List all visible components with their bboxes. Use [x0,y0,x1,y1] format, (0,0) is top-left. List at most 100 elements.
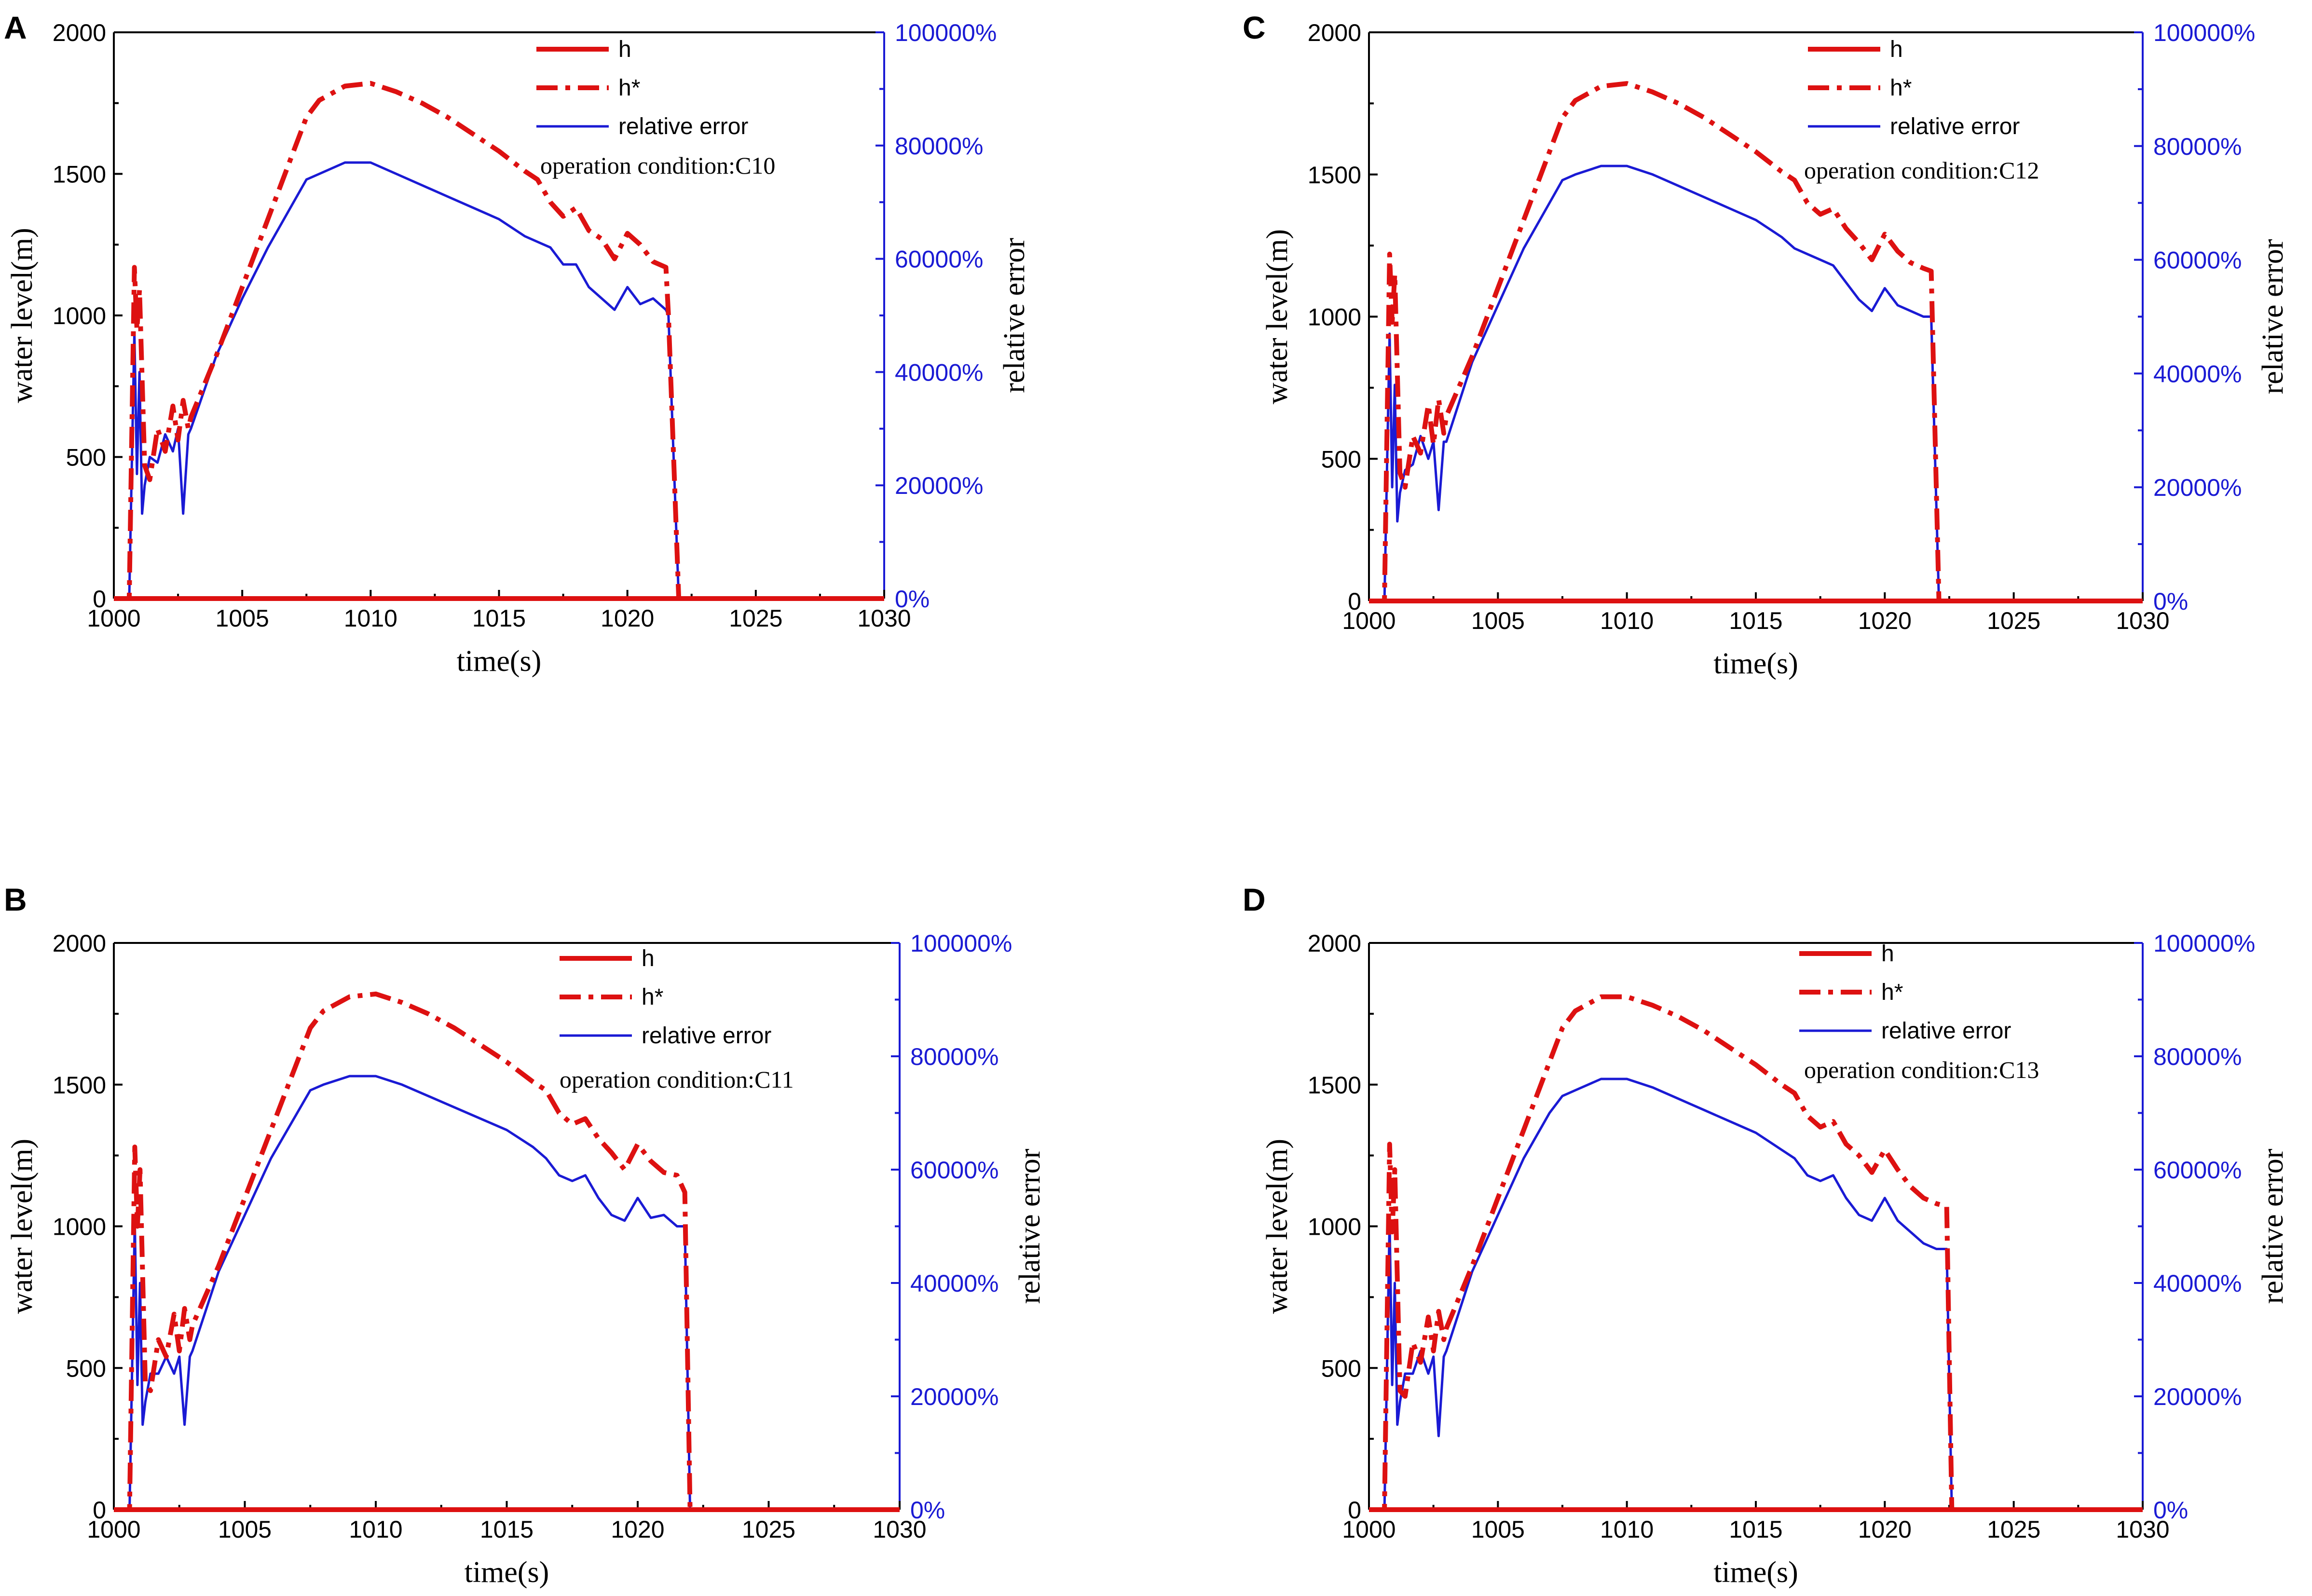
x-tick-label: 1025 [729,605,782,632]
legend-h-star-label: h* [1890,75,1912,101]
legend-relative-error-label: relative error [1890,114,2020,139]
x-axis-label: time(s) [457,645,542,678]
x-tick-label: 1030 [857,605,911,632]
y2-axis-label: relative error [2257,239,2289,394]
operation-condition-label: operation condition:C12 [1804,157,2039,184]
series-relative-error [1369,1078,2143,1511]
series-h-star [114,991,900,1512]
y2-tick-label: 20000% [910,1383,999,1410]
y-tick-label: 1500 [53,1072,106,1099]
legend-h-label: h [1881,941,1894,967]
y-axis-label: water level(m) [6,1139,39,1314]
y2-tick-label: 20000% [895,472,984,499]
legend-h-star-label: h* [642,984,663,1010]
x-tick-label: 1020 [601,605,654,632]
series-relative-error [114,161,884,600]
y2-tick-label: 40000% [910,1270,999,1297]
y2-axis-label: relative error [2257,1148,2289,1304]
y2-axis-label: relative error [1013,1148,1046,1304]
x-tick-label: 1005 [216,605,269,632]
x-tick-label: 1030 [2116,607,2169,634]
y2-tick-label: 20000% [2153,1383,2242,1410]
y-tick-label: 500 [1321,1355,1361,1382]
series-relative-error [114,1075,900,1511]
operation-condition-label: operation condition:C11 [560,1066,794,1093]
y-tick-label: 2000 [1308,19,1361,46]
x-tick-label: 1020 [1858,1516,1912,1543]
y2-tick-label: 40000% [2153,360,2242,387]
y2-tick-label: 20000% [2153,474,2242,501]
x-tick-label: 1000 [1342,607,1395,634]
series-relative-error [1369,164,2143,602]
y-tick-label: 2000 [1308,930,1361,957]
x-tick-label: 1015 [1729,607,1782,634]
y-tick-label: 1000 [53,302,106,329]
y2-tick-label: 100000% [2153,930,2255,957]
y-tick-label: 1500 [53,161,106,188]
y-tick-label: 1500 [1308,1072,1361,1099]
y2-axis-label: relative error [998,238,1031,393]
panel-d: D 1000 1005 1010 1015 1020 1025 1030 0 500 1000 150… [1243,882,2289,1589]
y2-tick-label: 60000% [2153,1157,2242,1184]
x-tick-label: 1030 [2116,1516,2169,1543]
panel-c: C 1000 1005 1010 1015 1020 1025 1030 0 500 1000 150… [1243,10,2289,680]
y-tick-label: 0 [1348,588,1361,615]
x-tick-label: 1005 [218,1516,272,1543]
y2-tick-label: 0% [2153,588,2188,615]
y2-tick-label: 100000% [2153,19,2255,46]
legend-h-star-label: h* [618,75,640,101]
legend-h-star-label: h* [1881,980,1903,1005]
legend: h h* relative error [1808,37,2020,139]
x-tick-label: 1010 [349,1516,402,1543]
y-tick-label: 2000 [53,930,106,957]
y2-tick-label: 100000% [895,19,997,46]
y-tick-label: 500 [66,1355,106,1382]
operation-condition-label: operation condition:C10 [540,152,775,179]
panel-letter: A [4,10,27,45]
x-tick-label: 1015 [480,1516,534,1543]
y-tick-label: 1000 [53,1214,106,1241]
y2-tick-label: 100000% [910,930,1012,957]
y-axis-label: water level(m) [1261,229,1294,404]
y2-tick-label: 0% [910,1497,945,1524]
y2-tick-label: 0% [895,586,930,613]
x-tick-label: 1005 [1471,607,1525,634]
operation-condition-label: operation condition:C13 [1804,1056,2039,1083]
y-tick-label: 500 [1321,446,1361,473]
panel-a: A 1000 1005 1010 1015 1020 1025 1030 0 500 1000 150… [4,10,1031,678]
y2-tick-label: 60000% [910,1157,999,1184]
x-tick-label: 1000 [87,1516,140,1543]
y2-tick-label: 0% [2153,1497,2188,1524]
y2-tick-label: 60000% [2153,247,2242,274]
y-tick-label: 0 [93,1497,106,1524]
y-tick-label: 0 [1348,1497,1361,1524]
x-tick-label: 1025 [742,1516,795,1543]
y2-tick-label: 60000% [895,246,984,273]
y2-tick-label: 80000% [2153,133,2242,160]
legend-h-label: h [618,37,631,62]
legend-relative-error-label: relative error [1881,1018,2011,1044]
y-tick-label: 0 [93,586,106,613]
panel-letter: B [4,882,27,917]
y2-tick-label: 40000% [2153,1270,2242,1297]
series-h-star [114,81,884,601]
legend-relative-error-label: relative error [642,1023,771,1049]
y-axis-label: water level(m) [1261,1139,1294,1314]
x-tick-label: 1000 [1342,1516,1395,1543]
y2-tick-label: 40000% [895,359,984,386]
y-tick-label: 1000 [1308,304,1361,331]
legend-h-label: h [1890,37,1903,62]
x-tick-label: 1015 [472,605,526,632]
x-tick-label: 1020 [611,1516,664,1543]
y2-tick-label: 80000% [2153,1043,2242,1070]
legend-relative-error-label: relative error [618,114,748,139]
panel-b: B 1000 1005 1010 1015 1020 1025 1030 0 500 1000 150… [4,882,1046,1589]
x-tick-label: 1000 [87,605,140,632]
x-tick-label: 1030 [873,1516,926,1543]
y-tick-label: 2000 [53,19,106,46]
y2-tick-label: 80000% [910,1043,999,1070]
y-tick-label: 500 [66,444,106,471]
panel-letter: D [1243,882,1266,917]
x-tick-label: 1020 [1858,607,1912,634]
